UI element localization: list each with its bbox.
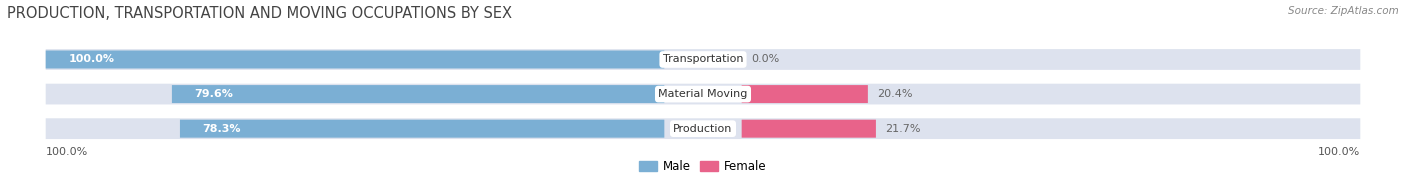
Legend: Male, Female: Male, Female bbox=[640, 160, 766, 173]
FancyBboxPatch shape bbox=[45, 51, 665, 68]
Text: 100.0%: 100.0% bbox=[69, 54, 114, 64]
Text: 0.0%: 0.0% bbox=[751, 54, 779, 64]
Text: Transportation: Transportation bbox=[662, 54, 744, 64]
Text: Material Moving: Material Moving bbox=[658, 89, 748, 99]
Text: Production: Production bbox=[673, 124, 733, 134]
Text: Source: ZipAtlas.com: Source: ZipAtlas.com bbox=[1288, 6, 1399, 16]
FancyBboxPatch shape bbox=[172, 85, 665, 103]
Text: PRODUCTION, TRANSPORTATION AND MOVING OCCUPATIONS BY SEX: PRODUCTION, TRANSPORTATION AND MOVING OC… bbox=[7, 6, 512, 21]
FancyBboxPatch shape bbox=[45, 118, 1361, 139]
Text: 79.6%: 79.6% bbox=[194, 89, 233, 99]
Text: 78.3%: 78.3% bbox=[202, 124, 240, 134]
FancyBboxPatch shape bbox=[180, 120, 665, 138]
FancyBboxPatch shape bbox=[742, 85, 868, 103]
Text: 21.7%: 21.7% bbox=[886, 124, 921, 134]
Text: 100.0%: 100.0% bbox=[1317, 147, 1361, 157]
FancyBboxPatch shape bbox=[45, 49, 1361, 70]
FancyBboxPatch shape bbox=[45, 84, 1361, 104]
Text: 100.0%: 100.0% bbox=[45, 147, 89, 157]
FancyBboxPatch shape bbox=[742, 120, 876, 138]
Text: 20.4%: 20.4% bbox=[877, 89, 912, 99]
